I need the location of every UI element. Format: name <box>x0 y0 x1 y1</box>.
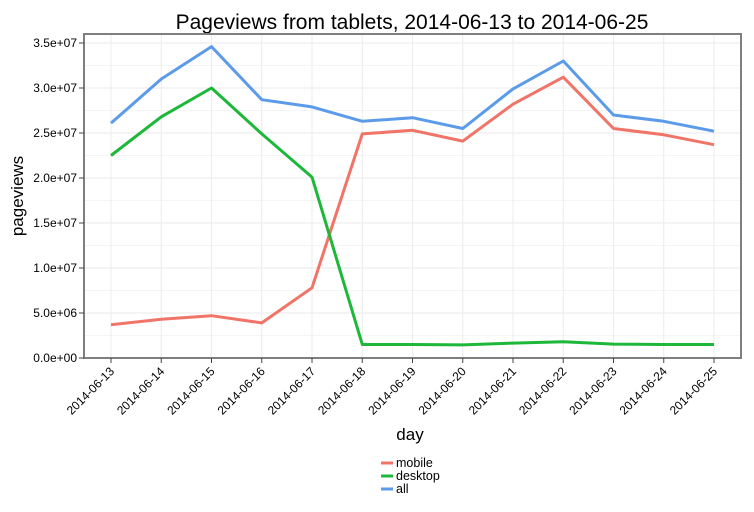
x-tick-label: 2014-06-20 <box>416 364 470 418</box>
x-tick-label: 2014-06-13 <box>64 364 118 418</box>
y-tick-label: 5.0e+06 <box>33 306 77 320</box>
legend-label-all: all <box>396 482 409 496</box>
y-tick-label: 0.0e+00 <box>33 351 77 365</box>
series-lines <box>110 45 715 347</box>
y-tick-label: 2.5e+07 <box>33 126 77 140</box>
chart-title: Pageviews from tablets, 2014-06-13 to 20… <box>176 11 649 34</box>
y-axis: 0.0e+00 5.0e+06 1.0e+07 1.5e+07 2.0e+07 2.5e+… <box>33 36 84 365</box>
x-tick-label: 2014-06-23 <box>566 364 620 418</box>
y-tick-label: 3.5e+07 <box>33 36 77 50</box>
x-tick-label: 2014-06-16 <box>215 364 269 418</box>
y-tick-label: 2.0e+07 <box>33 171 77 185</box>
x-tick-label: 2014-06-25 <box>667 364 721 418</box>
x-tick-label: 2014-06-17 <box>265 364 319 418</box>
x-tick-label: 2014-06-21 <box>466 364 520 418</box>
x-tick-label: 2014-06-15 <box>164 364 218 418</box>
legend-label-mobile: mobile <box>396 456 433 470</box>
legend-label-desktop: desktop <box>396 469 440 483</box>
y-tick-label: 3.0e+07 <box>33 81 77 95</box>
series-line-all <box>110 45 715 133</box>
x-tick-label: 2014-06-19 <box>365 364 419 418</box>
x-tick-label: 2014-06-22 <box>516 364 570 418</box>
x-axis-title: day <box>396 425 424 444</box>
series-line-desktop <box>110 86 714 347</box>
y-tick-label: 1.0e+07 <box>33 261 77 275</box>
y-tick-label: 1.5e+07 <box>33 216 77 230</box>
series-line-mobile <box>110 75 715 327</box>
x-axis: 2014-06-132014-06-142014-06-152014-06-16… <box>64 358 721 418</box>
x-tick-label: 2014-06-18 <box>315 364 369 418</box>
x-tick-label: 2014-06-24 <box>617 364 671 418</box>
y-axis-title: pageviews <box>8 156 27 236</box>
x-tick-label: 2014-06-14 <box>114 364 168 418</box>
